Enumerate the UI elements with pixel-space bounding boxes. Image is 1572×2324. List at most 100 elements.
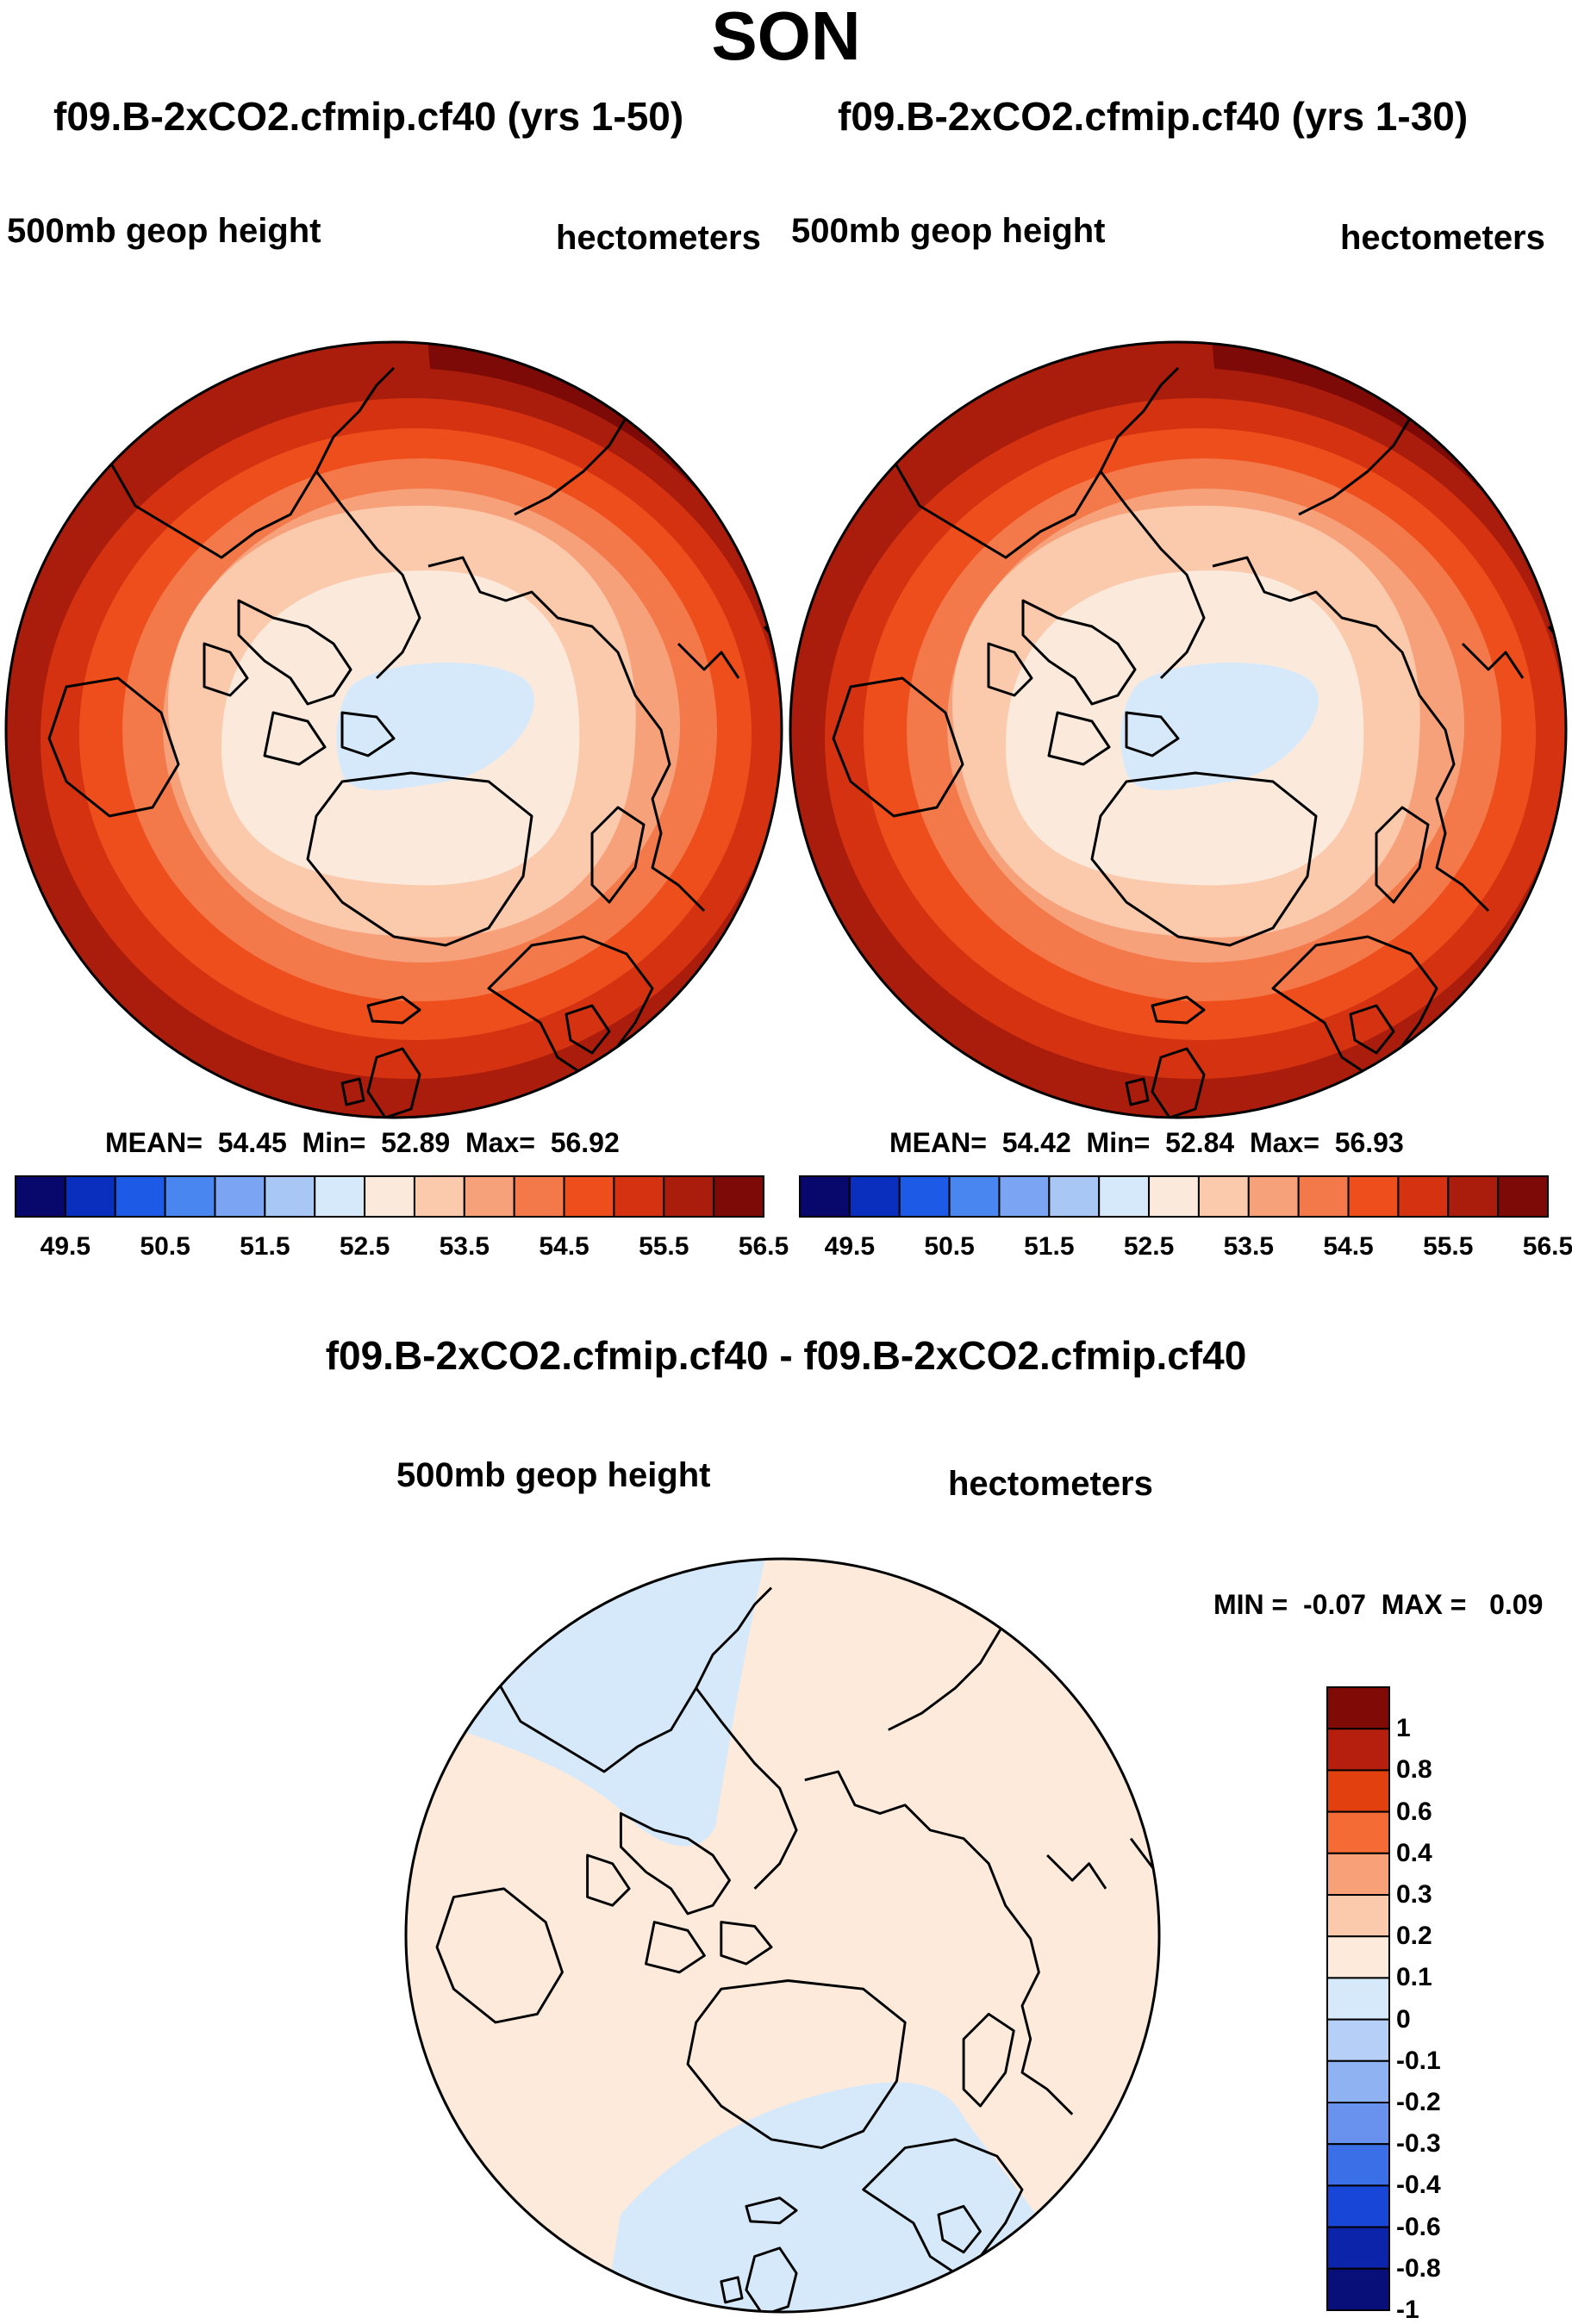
max-label: MAX = bbox=[1381, 1589, 1467, 1620]
colorbar-swatch bbox=[114, 1175, 166, 1218]
colorbar-tick-label: -0.8 bbox=[1396, 2253, 1441, 2283]
colorbar-diff bbox=[1326, 1686, 1390, 2312]
colorbar-swatch bbox=[613, 1175, 665, 1218]
mean-label: MEAN= bbox=[889, 1127, 987, 1158]
colorbar-tick-label: -0.3 bbox=[1396, 2129, 1441, 2159]
max-value: 56.92 bbox=[550, 1127, 620, 1158]
colorbar-tick-label: 53.5 bbox=[439, 1232, 490, 1261]
colorbar-swatch bbox=[413, 1175, 465, 1218]
colorbar-tick-label: 50.5 bbox=[924, 1232, 975, 1261]
colorbar-swatch bbox=[1297, 1175, 1350, 1218]
panel-2-map bbox=[789, 340, 1568, 1119]
max-value: 0.09 bbox=[1489, 1589, 1544, 1620]
colorbar-swatch bbox=[1247, 1175, 1300, 1218]
min-label: Min= bbox=[302, 1127, 366, 1158]
colorbar-tick-label: -0.6 bbox=[1396, 2212, 1441, 2241]
min-label: Min= bbox=[1086, 1127, 1151, 1158]
colorbar-swatch bbox=[1326, 1728, 1390, 1772]
colorbar-swatch bbox=[1326, 1852, 1390, 1897]
diff-title: f09.B-2xCO2.cfmip.cf40 - f09.B-2xCO2.cfm… bbox=[325, 1333, 1247, 1378]
colorbar-tick-label: 56.5 bbox=[738, 1232, 789, 1261]
panel-2-stats: MEAN= 54.42 Min= 52.84 Max= 56.93 bbox=[889, 1129, 1404, 1156]
colorbar-swatch bbox=[513, 1175, 565, 1218]
colorbar-swatch bbox=[1326, 1769, 1390, 1813]
colorbar-tick-label: 50.5 bbox=[140, 1232, 190, 1261]
colorbar-swatch bbox=[214, 1175, 266, 1218]
min-value: -0.07 bbox=[1303, 1589, 1366, 1620]
colorbar-swatch bbox=[1326, 1686, 1390, 1730]
colorbar-swatch bbox=[1098, 1175, 1151, 1218]
colorbar-tick-label: 54.5 bbox=[539, 1232, 590, 1261]
colorbar-swatch bbox=[948, 1175, 1001, 1218]
colorbar-tick-label: 1 bbox=[1396, 1714, 1411, 1743]
colorbar-tick-label: -1 bbox=[1396, 2296, 1419, 2324]
colorbar-swatch bbox=[64, 1175, 116, 1218]
min-value: 52.84 bbox=[1165, 1127, 1235, 1158]
colorbar-swatch bbox=[1326, 1977, 1390, 2021]
diff-stats: MIN = -0.07 MAX = 0.09 bbox=[1213, 1591, 1543, 1618]
colorbar-swatch bbox=[364, 1175, 415, 1218]
colorbar-swatch bbox=[1347, 1175, 1400, 1218]
colorbar-swatch bbox=[1197, 1175, 1250, 1218]
colorbar-swatch bbox=[264, 1175, 316, 1218]
colorbar-swatch bbox=[1048, 1175, 1101, 1218]
colorbar-tick-label: 0.6 bbox=[1396, 1797, 1432, 1826]
colorbar-swatch bbox=[15, 1175, 66, 1218]
colorbar-tick-label: 0.4 bbox=[1396, 1838, 1432, 1867]
figure-title: SON bbox=[711, 0, 861, 74]
colorbar-swatch bbox=[563, 1175, 615, 1218]
colorbar-swatch bbox=[998, 1175, 1051, 1218]
colorbar-tick-label: 51.5 bbox=[1024, 1232, 1075, 1261]
colorbar-swatch bbox=[1497, 1175, 1549, 1218]
colorbar-tick-label: 0.1 bbox=[1396, 1963, 1432, 1992]
colorbar-swatch bbox=[1326, 2018, 1390, 2062]
max-label: Max= bbox=[465, 1127, 535, 1158]
panel-1-map bbox=[4, 340, 783, 1119]
colorbar-tick-label: -0.4 bbox=[1396, 2171, 1441, 2200]
colorbar-swatch bbox=[1326, 2102, 1390, 2146]
panel-1-variable: 500mb geop height bbox=[7, 212, 321, 250]
min-value: 52.89 bbox=[381, 1127, 451, 1158]
colorbar-swatch bbox=[1326, 1894, 1390, 1938]
panel-1-units: hectometers bbox=[556, 219, 761, 257]
colorbar-tick-label: 53.5 bbox=[1223, 1232, 1274, 1261]
mean-value: 54.45 bbox=[217, 1127, 287, 1158]
panel-2-variable: 500mb geop height bbox=[791, 212, 1106, 250]
diff-map bbox=[404, 1557, 1161, 2314]
colorbar-tick-label: 52.5 bbox=[339, 1232, 390, 1261]
panel-2-title: f09.B-2xCO2.cfmip.cf40 (yrs 1-30) bbox=[838, 94, 1469, 139]
colorbar-tick-label: 51.5 bbox=[240, 1232, 290, 1261]
colorbar-tick-label: 0.8 bbox=[1396, 1755, 1432, 1785]
colorbar-swatch bbox=[1326, 2184, 1390, 2228]
max-label: Max= bbox=[1249, 1127, 1319, 1158]
colorbar-swatch bbox=[799, 1175, 851, 1218]
colorbar-tick-label: 49.5 bbox=[40, 1232, 91, 1261]
mean-label: MEAN= bbox=[105, 1127, 203, 1158]
colorbar-tick-label: -0.2 bbox=[1396, 2088, 1441, 2116]
colorbar-swatch bbox=[1326, 2226, 1390, 2270]
colorbar-tick-label: 0.3 bbox=[1396, 1880, 1432, 1909]
colorbar-tick-label: 52.5 bbox=[1123, 1232, 1175, 1261]
colorbar-tick-label: 0.2 bbox=[1396, 1922, 1432, 1951]
colorbar-swatch bbox=[663, 1175, 715, 1218]
diff-units: hectometers bbox=[948, 1465, 1153, 1503]
panel-1-stats: MEAN= 54.45 Min= 52.89 Max= 56.92 bbox=[105, 1129, 620, 1156]
colorbar-swatch bbox=[1326, 1810, 1390, 1854]
mean-value: 54.42 bbox=[1001, 1127, 1071, 1158]
colorbar-tick-label: -0.1 bbox=[1396, 2046, 1441, 2075]
diff-variable: 500mb geop height bbox=[396, 1456, 711, 1494]
colorbar-panel-2 bbox=[799, 1175, 1549, 1218]
colorbar-swatch bbox=[1326, 2143, 1390, 2187]
colorbar-swatch bbox=[1148, 1175, 1200, 1218]
colorbar-swatch bbox=[1447, 1175, 1500, 1218]
colorbar-tick-label: 55.5 bbox=[639, 1232, 689, 1261]
colorbar-swatch bbox=[1326, 1935, 1390, 1979]
panel-2-units: hectometers bbox=[1340, 219, 1545, 257]
colorbar-swatch bbox=[1397, 1175, 1450, 1218]
colorbar-swatch bbox=[898, 1175, 951, 1218]
colorbar-swatch bbox=[164, 1175, 216, 1218]
max-value: 56.93 bbox=[1334, 1127, 1404, 1158]
panel-1-title: f09.B-2xCO2.cfmip.cf40 (yrs 1-50) bbox=[53, 94, 684, 139]
colorbar-tick-label: 54.5 bbox=[1323, 1232, 1374, 1261]
